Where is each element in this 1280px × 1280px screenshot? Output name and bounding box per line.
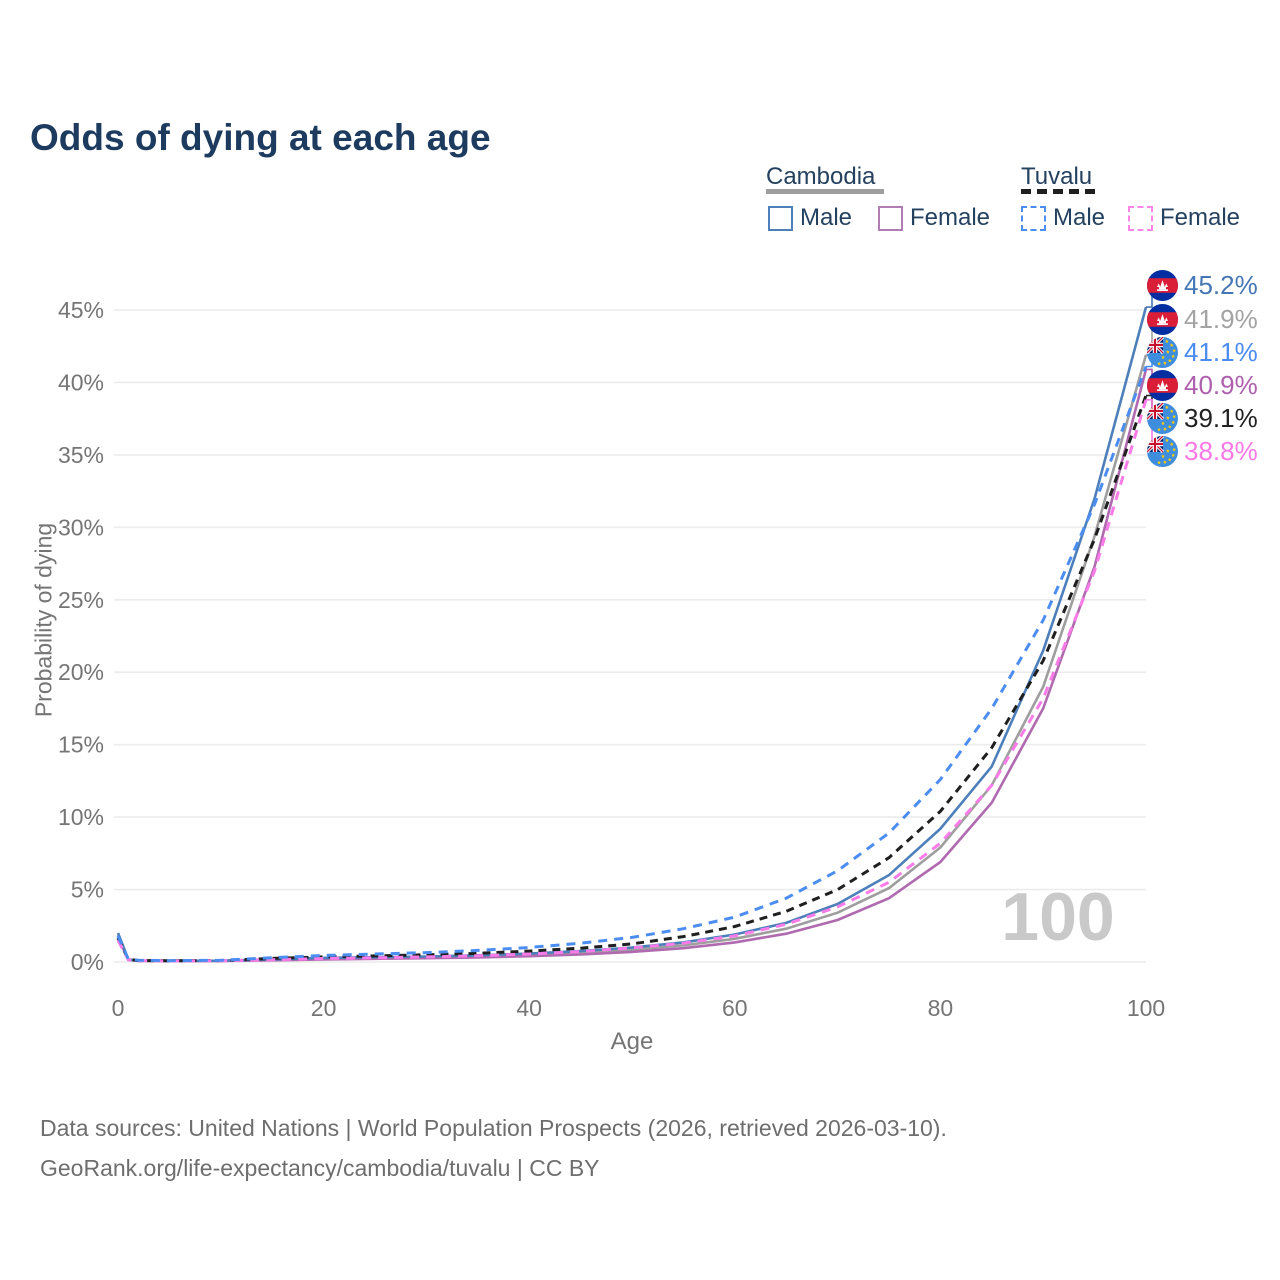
x-axis-title: Age	[610, 1028, 654, 1055]
legend-item-cambodia-male[interactable]: Male	[768, 204, 852, 232]
cambodia-female-swatch	[878, 205, 903, 231]
x-tick-label: 60	[722, 995, 748, 1021]
y-tick-label: 25%	[58, 587, 104, 613]
end-value: 45.2%	[1184, 269, 1258, 300]
end-value: 40.9%	[1184, 369, 1258, 400]
x-tick-label: 100	[1127, 995, 1165, 1021]
tuvalu-male-swatch	[1021, 205, 1046, 231]
cambodia-male-swatch	[768, 205, 793, 231]
tuvalu-flag-icon	[1147, 435, 1178, 467]
y-tick-label: 45%	[58, 297, 104, 323]
legend-country-cambodia: Cambodia	[766, 163, 876, 190]
y-axis-title: Probability of dying	[30, 522, 57, 718]
series-tuvalu-male	[116, 365, 1148, 963]
y-tick-label: 0%	[71, 949, 104, 975]
tuvalu-female-swatch	[1128, 205, 1153, 231]
end-label-tuvalu-female: 38.8%	[1147, 435, 1258, 467]
legend-country-tuvalu: Tuvalu	[1021, 163, 1093, 190]
end-value: 41.9%	[1184, 303, 1258, 334]
end-value: 39.1%	[1184, 402, 1258, 433]
y-tick-label: 30%	[58, 514, 104, 540]
series-cambodia-male	[116, 306, 1148, 963]
tuvalu-flag-icon	[1147, 402, 1178, 434]
data-source-footer: Data sources: United Nations | World Pop…	[40, 1108, 947, 1188]
legend-label: Female	[1160, 204, 1241, 231]
cambodia-flag-icon	[1147, 369, 1178, 401]
cambodia-flag-icon	[1147, 269, 1178, 301]
x-tick-label: 0	[112, 995, 125, 1021]
legend-item-tuvalu-female[interactable]: Female	[1128, 204, 1240, 232]
gridlines: 0% 5% 10% 15% 20% 25% 30% 35% 40% 45%	[58, 297, 1146, 975]
legend-label: Male	[800, 204, 853, 231]
end-label-cambodia-male: 45.2%	[1147, 269, 1258, 301]
y-tick-label: 5%	[71, 877, 104, 903]
legend-item-tuvalu-male[interactable]: Male	[1021, 204, 1105, 232]
series-tuvalu-both	[116, 394, 1148, 963]
x-tick-label: 80	[928, 995, 954, 1021]
series-cambodia-female	[116, 369, 1148, 963]
y-tick-label: 35%	[58, 442, 104, 468]
footer-line-2: GeoRank.org/life-expectancy/cambodia/tuv…	[40, 1155, 600, 1181]
y-tick-label: 10%	[58, 804, 104, 830]
cambodia-line-style-key	[766, 189, 884, 194]
y-tick-label: 40%	[58, 369, 104, 395]
footer-line-1: Data sources: United Nations | World Pop…	[40, 1115, 947, 1141]
end-label-tuvalu-both: 39.1%	[1147, 402, 1258, 434]
cambodia-flag-icon	[1147, 303, 1178, 335]
age-watermark: 100	[1001, 879, 1114, 955]
legend-label: Female	[910, 204, 991, 231]
end-label-cambodia-both: 41.9%	[1147, 303, 1258, 335]
y-tick-label: 15%	[58, 732, 104, 758]
page-title: Odds of dying at each age	[30, 116, 491, 158]
y-tick-label: 20%	[58, 659, 104, 685]
legend-item-cambodia-female[interactable]: Female	[878, 204, 990, 232]
end-label-cambodia-female: 40.9%	[1147, 369, 1258, 401]
end-value: 41.1%	[1184, 336, 1258, 367]
x-tick-label: 40	[516, 995, 542, 1021]
tuvalu-flag-icon	[1147, 336, 1178, 368]
legend-label: Male	[1053, 204, 1106, 231]
series-cambodia-both	[116, 354, 1148, 963]
tuvalu-line-style-key	[1021, 189, 1098, 194]
end-label-tuvalu-male: 41.1%	[1147, 336, 1258, 368]
end-value: 38.8%	[1184, 435, 1258, 466]
chart-legend: Cambodia Male Female Tuvalu Male Female	[0, 0, 1280, 240]
series-tuvalu-female	[116, 399, 1148, 963]
x-tick-label: 20	[311, 995, 337, 1021]
